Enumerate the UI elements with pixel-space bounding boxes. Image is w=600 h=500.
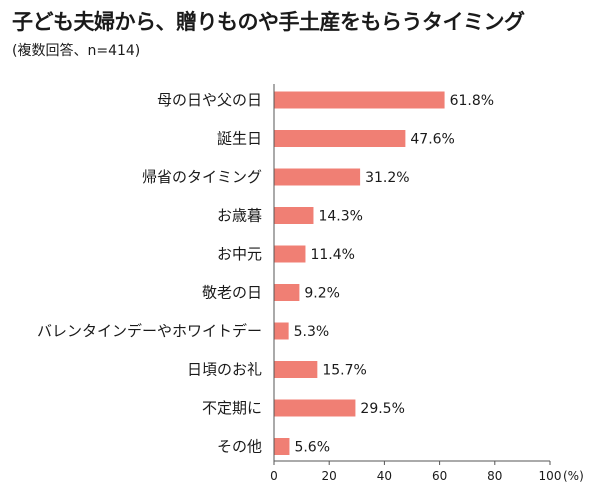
category-label: 帰省のタイミング <box>142 168 262 186</box>
bar <box>274 130 406 147</box>
bar <box>274 91 445 109</box>
value-label: 47.6% <box>410 132 454 148</box>
category-label: 敬老の日 <box>202 284 262 302</box>
bar <box>274 284 300 301</box>
x-tick-label: 80 <box>487 469 502 483</box>
bar <box>274 438 290 455</box>
category-label: 不定期に <box>202 399 262 417</box>
value-label: 11.4% <box>310 247 354 263</box>
bar <box>274 322 289 340</box>
x-tick-label: 60 <box>432 469 447 483</box>
value-label: 5.6% <box>294 440 330 456</box>
x-tick-label: 100 <box>539 469 562 483</box>
category-label: その他 <box>217 438 262 456</box>
category-label: 母の日や父の日 <box>157 91 262 109</box>
value-label: 61.8% <box>450 93 494 109</box>
bar <box>274 361 318 378</box>
value-label: 31.2% <box>365 170 409 186</box>
bar <box>274 207 314 224</box>
bar <box>274 399 356 417</box>
value-label: 15.7% <box>322 363 366 379</box>
bar <box>274 168 361 186</box>
x-axis: 0 20 40 60 80 100 (%) <box>270 84 584 483</box>
x-tick-label: 0 <box>270 469 278 483</box>
bars-group: 母の日や父の日 61.8% 誕生日 47.6% 帰省のタイミング 31.2% お歳暮 14.3… <box>37 91 494 456</box>
category-label: お歳暮 <box>217 207 262 225</box>
value-label: 9.2% <box>304 286 340 302</box>
category-label: 日頃のお礼 <box>187 361 262 379</box>
category-label: バレンタインデーやホワイトデー <box>37 322 262 340</box>
x-tick-label: 20 <box>322 469 337 483</box>
chart-title: 子ども夫婦から、贈りものや手土産をもらうタイミング <box>12 10 525 34</box>
chart-subtitle: (複数回答、n=414) <box>12 43 141 59</box>
value-label: 29.5% <box>360 401 404 417</box>
bar <box>274 245 306 263</box>
value-label: 14.3% <box>318 209 362 225</box>
category-label: お中元 <box>217 245 262 263</box>
x-tick-label: 40 <box>377 469 392 483</box>
category-label: 誕生日 <box>217 130 262 148</box>
value-label: 5.3% <box>294 324 330 340</box>
x-axis-unit: (%) <box>563 469 584 483</box>
